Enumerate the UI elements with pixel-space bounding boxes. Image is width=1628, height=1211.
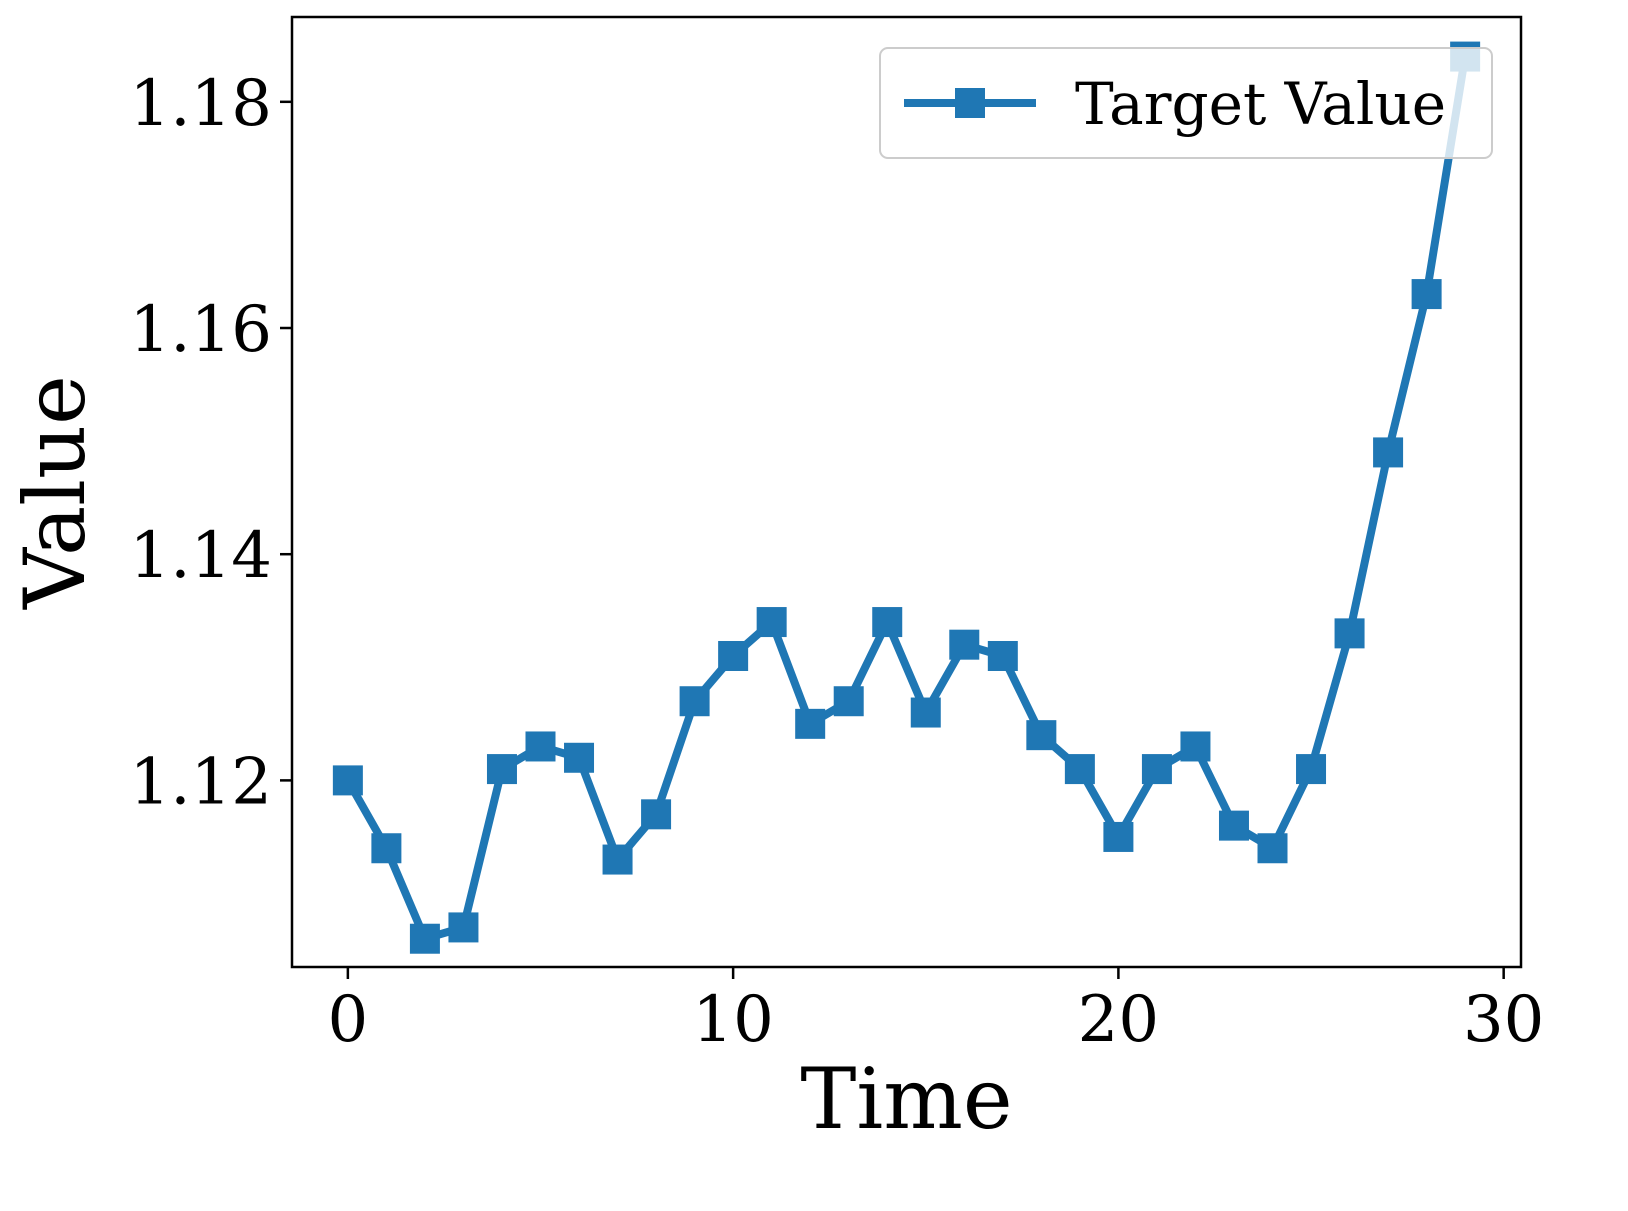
data-point — [949, 629, 980, 660]
x-axis-title: Time — [800, 1050, 1012, 1148]
plot-area-frame — [290, 15, 1523, 969]
legend-label: Target Value — [1075, 70, 1446, 138]
y-tick-label: 1.18 — [130, 67, 273, 141]
data-point — [409, 923, 440, 954]
legend: Target Value — [879, 47, 1493, 159]
x-tick-label: 30 — [1463, 983, 1544, 1057]
series-layer — [332, 41, 1481, 954]
data-point — [872, 607, 903, 638]
data-point — [910, 697, 941, 728]
legend-marker-swatch — [955, 88, 985, 118]
y-tick-label: 1.14 — [130, 519, 273, 593]
data-point — [1373, 437, 1404, 468]
data-point — [564, 742, 595, 773]
data-point — [602, 844, 633, 875]
data-point — [332, 765, 363, 796]
data-point — [756, 607, 787, 638]
data-point — [987, 640, 1018, 671]
x-axis: 0 10 20 30 — [328, 967, 1544, 1057]
data-point — [679, 686, 710, 717]
data-point — [795, 708, 826, 739]
data-point — [1218, 810, 1249, 841]
data-point — [833, 686, 864, 717]
data-point — [1064, 754, 1095, 785]
x-tick-label: 10 — [692, 983, 773, 1057]
data-point — [641, 799, 672, 830]
y-tick-label: 1.12 — [130, 745, 273, 819]
data-point — [1180, 731, 1211, 762]
data-point — [1411, 279, 1442, 310]
data-point — [1257, 833, 1288, 864]
data-point — [371, 833, 402, 864]
data-point — [718, 640, 749, 671]
legend-box — [879, 47, 1493, 159]
y-axis: 1.12 1.14 1.16 1.18 — [130, 67, 292, 819]
data-point — [486, 754, 517, 785]
y-tick-label: 1.16 — [130, 293, 273, 367]
data-point — [1296, 754, 1327, 785]
data-point — [1103, 821, 1134, 852]
data-point — [525, 731, 556, 762]
data-point — [1334, 618, 1365, 649]
x-tick-label: 20 — [1078, 983, 1159, 1057]
data-point — [448, 912, 479, 943]
data-point — [1141, 754, 1172, 785]
y-axis-title: Value — [6, 375, 104, 610]
data-point — [1026, 720, 1057, 751]
x-tick-label: 0 — [328, 983, 369, 1057]
